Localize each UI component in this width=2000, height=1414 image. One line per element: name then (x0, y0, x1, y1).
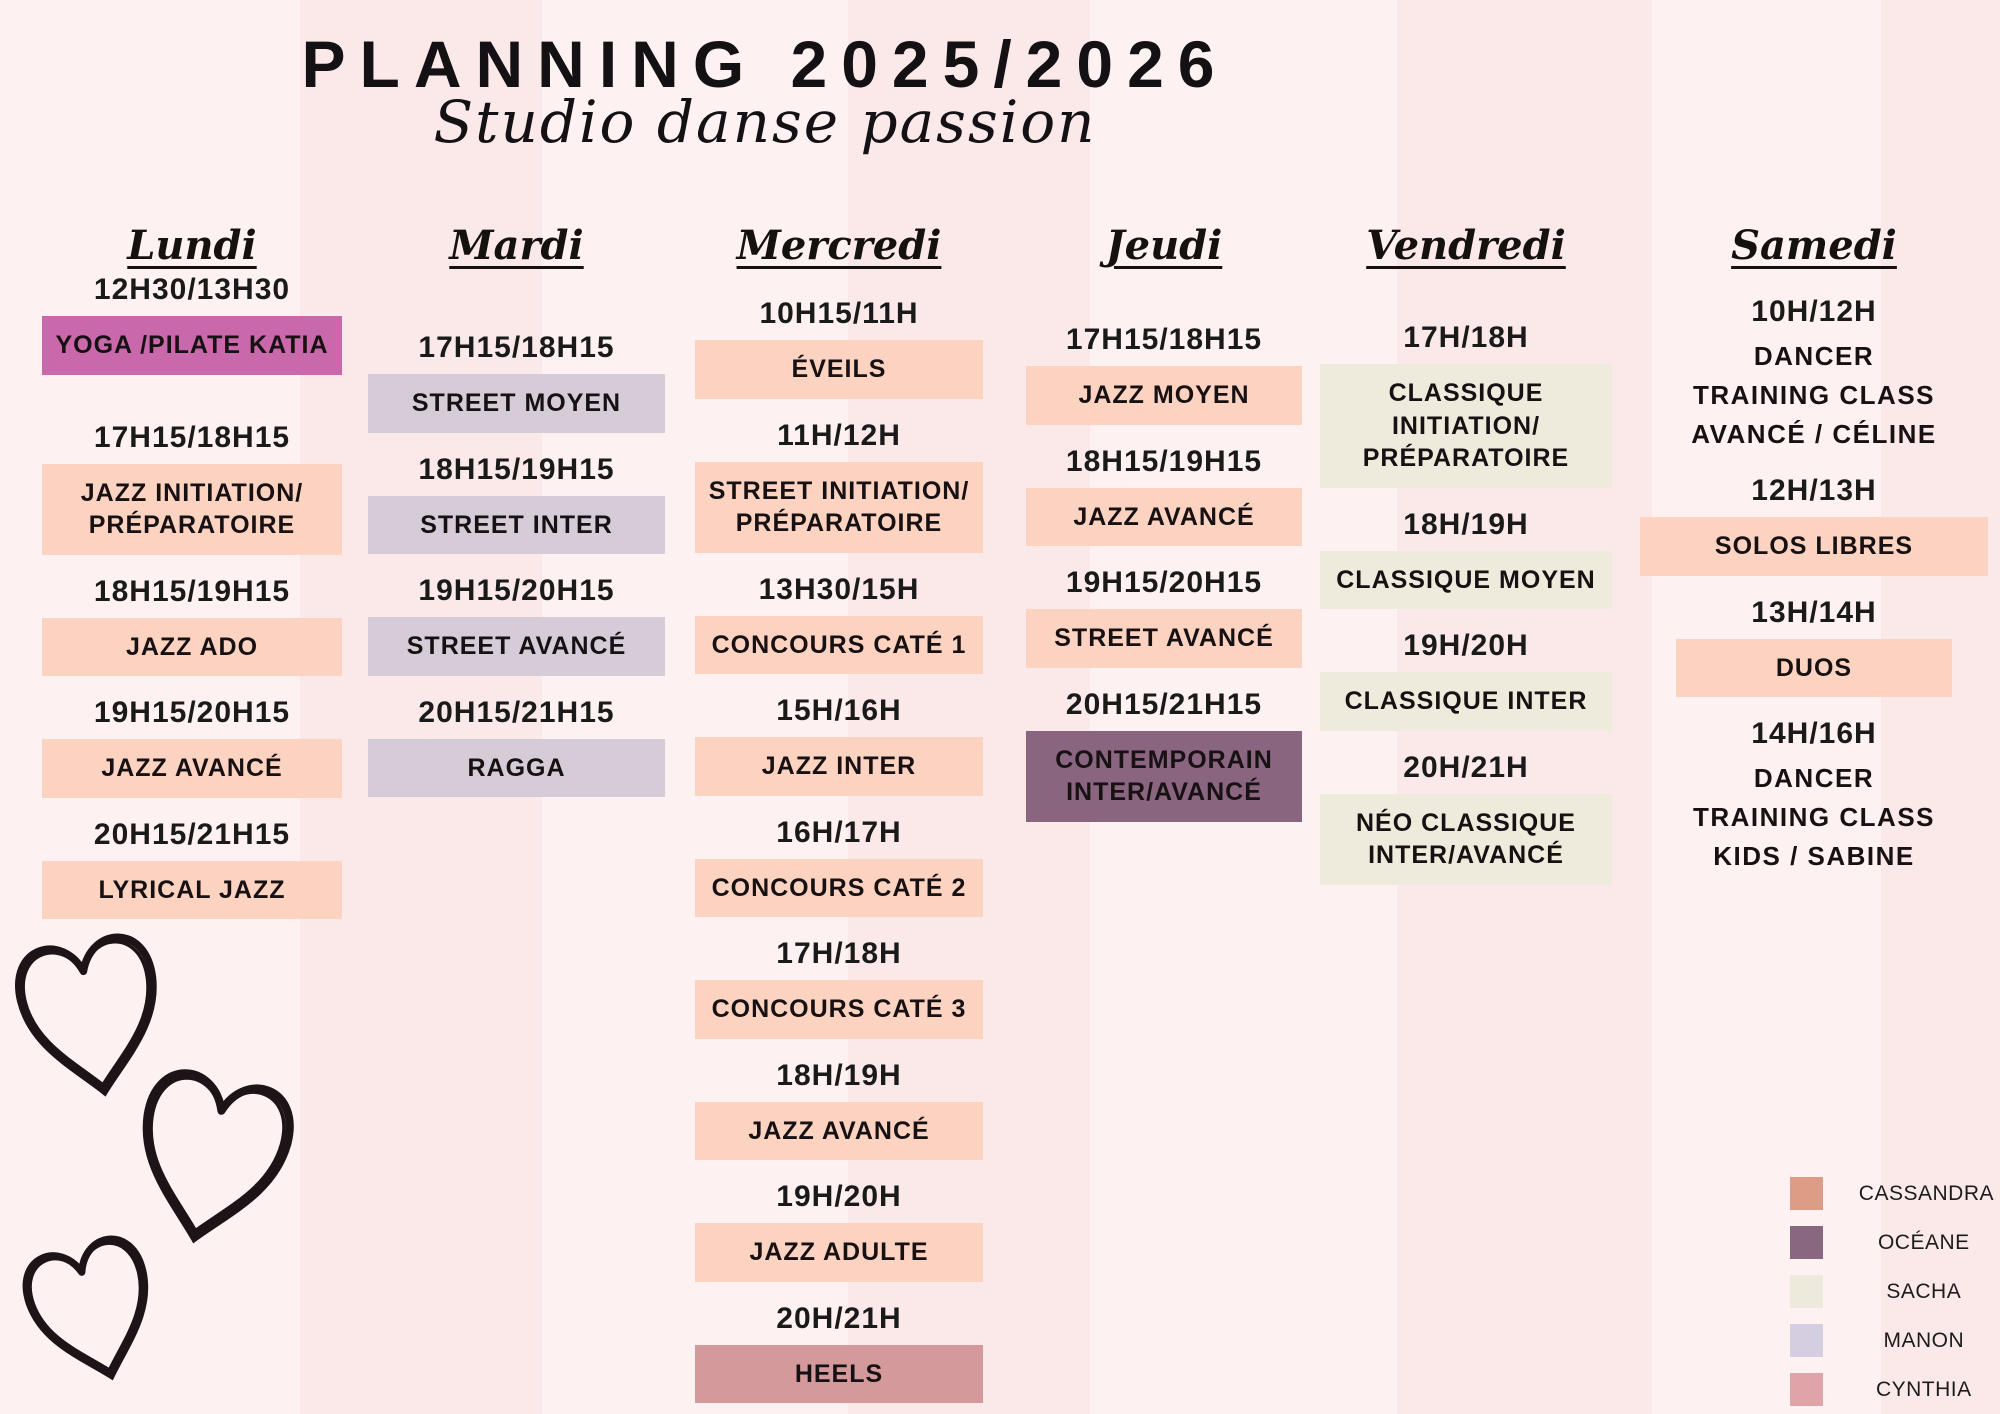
time-label: 19H15/20H15 (93, 696, 291, 729)
class-entry: ÉVEILS (695, 340, 983, 399)
legend-row: MANON (1789, 1324, 1994, 1357)
class-entry: STREET AVANCÉ (1026, 609, 1302, 668)
class-entry: RAGGA (368, 738, 665, 797)
legend-row: SACHA (1789, 1275, 1994, 1308)
time-label: 20H15/21H15 (93, 817, 291, 851)
day-header-mardi: Mardi (449, 222, 584, 269)
day-header-mercredi: Mercredi (736, 222, 942, 269)
time-label: 17H/18H (776, 937, 902, 970)
legend-teacher-name: CYNTHIA (1875, 1377, 1972, 1401)
class-entry: JAZZ INITIATION/ PRÉPARATOIRE (42, 463, 342, 555)
day-header-lundi: Lundi (127, 222, 257, 269)
class-entry: SOLOS LIBRES (1640, 517, 1988, 576)
time-label: 20H15/21H15 (1065, 687, 1263, 721)
title-block: PLANNING 2025/2026 Studio danse passion (0, 26, 1530, 156)
time-label: 15H/16H (776, 694, 902, 727)
day-header-vendredi: Vendredi (1366, 222, 1566, 269)
time-label: 18H/19H (776, 1058, 902, 1092)
class-entry: JAZZ AVANCÉ (695, 1101, 983, 1160)
class-entry: HEELS (695, 1344, 983, 1403)
class-entry: DANCER TRAINING CLASS KIDS / SABINE (1693, 763, 1935, 871)
time-label: 19H15/20H15 (418, 574, 615, 607)
time-label: 18H/19H (1403, 507, 1529, 541)
legend-color-swatch (1789, 1226, 1823, 1259)
time-label: 17H15/18H15 (93, 420, 291, 454)
time-label: 10H/12H (1751, 295, 1877, 328)
class-entry: STREET INTER (368, 495, 665, 554)
day-column-jeudi: Jeudi 17H15/18H15 JAZZ MOYEN 18H15/19H15 JAZ… (1026, 222, 1302, 822)
time-label: 18H15/19H15 (418, 452, 615, 486)
legend-color-swatch (1789, 1324, 1823, 1357)
time-label: 19H/20H (1403, 629, 1529, 662)
class-entry: CONCOURS CATÉ 3 (695, 980, 983, 1039)
time-label: 20H/21H (1403, 750, 1529, 784)
studio-subtitle: Studio danse passion (433, 88, 1097, 156)
legend-color-swatch (1789, 1177, 1823, 1210)
time-label: 13H/14H (1751, 595, 1877, 629)
time-label: 18H15/19H15 (93, 574, 291, 608)
legend-teacher-name: OCÉANE (1877, 1230, 1970, 1254)
time-label: 18H15/19H15 (1065, 444, 1263, 478)
class-entry: JAZZ AVANCÉ (1026, 487, 1302, 546)
class-entry: CLASSIQUE INTER (1320, 672, 1612, 731)
day-column-vendredi: Vendredi 17H/18H CLASSIQUE INITIATION/ PRÉ… (1320, 222, 1612, 885)
time-label: 16H/17H (776, 815, 902, 849)
class-entry: CONTEMPORAIN INTER/AVANCÉ (1026, 730, 1302, 822)
class-entry: STREET MOYEN (368, 374, 665, 433)
time-label: 12H/13H (1751, 474, 1877, 507)
page-title: PLANNING 2025/2026 (301, 27, 1229, 101)
class-entry: DUOS (1675, 638, 1953, 697)
legend-color-swatch (1789, 1275, 1823, 1308)
day-header-jeudi: Jeudi (1105, 222, 1223, 269)
class-entry: NÉO CLASSIQUE INTER/AVANCÉ (1320, 793, 1612, 885)
class-entry: YOGA /PILATE KATIA (42, 316, 342, 375)
legend-row: CYNTHIA (1789, 1373, 1994, 1406)
day-column-samedi: Samedi 10H/12H DANCER TRAINING CLASS AVANC… (1640, 222, 1988, 876)
legend-row: OCÉANE (1789, 1226, 1994, 1259)
class-entry: CONCOURS CATÉ 1 (695, 615, 983, 674)
class-entry: JAZZ ADO (42, 617, 342, 676)
class-entry: JAZZ AVANCÉ (42, 739, 342, 798)
time-label: 19H/20H (776, 1180, 902, 1213)
time-label: 17H15/18H15 (1065, 323, 1263, 356)
class-entry: CLASSIQUE INITIATION/ PRÉPARATOIRE (1320, 364, 1612, 488)
time-label: 10H15/11H (759, 297, 919, 330)
class-entry: CLASSIQUE MOYEN (1320, 550, 1612, 609)
teacher-legend: CASSANDRA OCÉANE SACHA MANON CYNTHIA (1789, 1161, 1994, 1406)
legend-teacher-name: SACHA (1886, 1279, 1962, 1303)
class-entry: CONCOURS CATÉ 2 (695, 858, 983, 917)
class-entry: STREET INITIATION/ PRÉPARATOIRE (695, 461, 983, 553)
time-label: 12H30/13H30 (93, 273, 291, 306)
day-header-samedi: Samedi (1731, 222, 1897, 269)
class-entry: LYRICAL JAZZ (42, 860, 342, 919)
legend-teacher-name: MANON (1883, 1328, 1965, 1352)
legend-row: CASSANDRA (1789, 1177, 1994, 1210)
legend-teacher-name: CASSANDRA (1858, 1181, 1994, 1205)
class-entry: STREET AVANCÉ (368, 617, 665, 676)
time-label: 19H15/20H15 (1065, 566, 1263, 599)
time-label: 11H/12H (777, 418, 901, 452)
class-entry: JAZZ MOYEN (1026, 366, 1302, 425)
day-column-mardi: Mardi 17H15/18H15 STREET MOYEN 18H15/19H15 S… (368, 222, 665, 797)
class-entry: JAZZ INTER (695, 737, 983, 796)
time-label: 17H15/18H15 (418, 331, 615, 364)
heart-doodle-icon (15, 933, 294, 1381)
time-label: 20H15/21H15 (418, 695, 615, 729)
legend-color-swatch (1789, 1373, 1823, 1406)
class-entry: JAZZ ADULTE (695, 1223, 983, 1282)
time-label: 17H/18H (1403, 321, 1529, 354)
time-label: 14H/16H (1751, 717, 1877, 750)
class-entry: DANCER TRAINING CLASS AVANCÉ / CÉLINE (1691, 341, 1937, 449)
time-label: 13H30/15H (758, 572, 920, 606)
day-column-lundi: Lundi 12H30/13H30 YOGA /PILATE KATIA 17H15/… (42, 222, 342, 919)
day-column-mercredi: Mercredi 10H15/11H ÉVEILS 11H/12H STREET INI… (695, 222, 983, 1403)
time-label: 20H/21H (776, 1301, 902, 1335)
